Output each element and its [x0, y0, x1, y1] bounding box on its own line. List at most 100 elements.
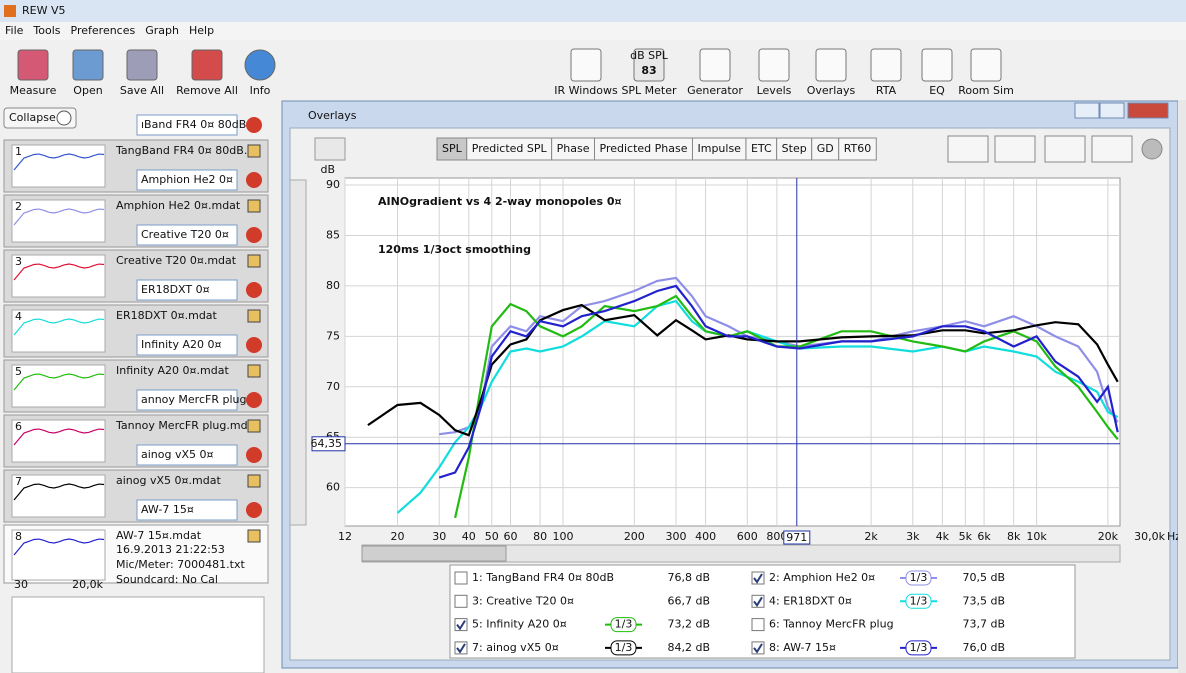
tab-label[interactable]: Step: [782, 142, 807, 155]
menu-item[interactable]: Tools: [32, 24, 60, 37]
tool-label[interactable]: Measure: [10, 84, 57, 97]
tab-label[interactable]: Phase: [557, 142, 590, 155]
tool-label[interactable]: Overlays: [807, 84, 856, 97]
legend-label[interactable]: 8: AW-7 15¤: [769, 641, 836, 654]
graph-control[interactable]: [994, 135, 1036, 163]
check-mark[interactable]: [753, 596, 763, 608]
menu-item[interactable]: Help: [189, 24, 214, 37]
delete-button[interactable]: [246, 282, 262, 298]
name-field[interactable]: [136, 279, 238, 301]
edit-button[interactable]: [247, 364, 261, 378]
edit-button[interactable]: [247, 474, 261, 488]
tool-label[interactable]: Room Sim: [958, 84, 1014, 97]
tool-icon[interactable]: [17, 49, 49, 81]
legend-label[interactable]: 2: Amphion He2 0¤: [769, 571, 875, 584]
tab-label[interactable]: ETC: [751, 142, 772, 155]
tab-label[interactable]: Predicted SPL: [472, 142, 548, 155]
tool-label[interactable]: Generator: [687, 84, 743, 97]
tool-icon[interactable]: [921, 48, 953, 82]
tool-icon[interactable]: [699, 48, 731, 82]
tool-icon[interactable]: [244, 49, 276, 81]
check-mark[interactable]: [456, 643, 466, 654]
checkbox[interactable]: [454, 594, 468, 608]
tool-icon[interactable]: [72, 49, 104, 81]
item-name[interactable]: AW-7 15¤: [141, 503, 194, 516]
legend-label[interactable]: 1: TangBand FR4 0¤ 80dB: [472, 571, 614, 584]
check-mark[interactable]: [456, 620, 466, 631]
legend-label[interactable]: 5: Infinity A20 0¤: [472, 618, 567, 631]
graph-control[interactable]: [947, 135, 989, 163]
tab[interactable]: [838, 137, 877, 161]
name-field[interactable]: [136, 169, 238, 191]
tool-icon[interactable]: [815, 48, 847, 82]
tool-icon[interactable]: [970, 48, 1002, 82]
tool-label[interactable]: Info: [250, 84, 271, 97]
delete-button[interactable]: [246, 337, 262, 353]
collapse-button[interactable]: [3, 107, 77, 129]
menu-item[interactable]: Preferences: [71, 24, 136, 37]
check-mark[interactable]: [753, 643, 763, 654]
window-button[interactable]: [1127, 102, 1169, 119]
legend-label[interactable]: 7: ainog vX5 0¤: [472, 641, 559, 654]
name-field[interactable]: [136, 224, 238, 246]
legend-label[interactable]: 6: Tannoy MercFR plug: [769, 618, 894, 631]
item-name[interactable]: annoy MercFR plug: [141, 393, 246, 406]
y-scrollbar[interactable]: [289, 179, 307, 526]
edit-button[interactable]: [247, 254, 261, 268]
item-name[interactable]: ainog vX5 0¤: [141, 448, 214, 461]
tab-label[interactable]: Impulse: [697, 142, 741, 155]
tool-icon[interactable]: [633, 48, 665, 82]
tab-label[interactable]: Predicted Phase: [600, 142, 688, 155]
item-name[interactable]: ıBand FR4 0¤ 80dB: [141, 118, 246, 131]
settings-button[interactable]: [1141, 138, 1163, 160]
tool-label[interactable]: EQ: [929, 84, 945, 97]
tool-icon[interactable]: [126, 49, 158, 81]
delete-button[interactable]: [246, 392, 262, 408]
checkbox[interactable]: [454, 571, 468, 585]
edit-button[interactable]: [247, 529, 261, 543]
item-name[interactable]: Infinity A20 0¤: [141, 338, 222, 351]
delete-button[interactable]: [246, 117, 262, 133]
tab-label[interactable]: RT60: [844, 142, 872, 155]
tool-icon[interactable]: [191, 49, 223, 81]
tool-label[interactable]: RTA: [876, 84, 897, 97]
legend-label[interactable]: 3: Creative T20 0¤: [472, 594, 574, 607]
item-name[interactable]: ER18DXT 0¤: [141, 283, 210, 296]
menu-item[interactable]: Graph: [145, 24, 179, 37]
tool-label[interactable]: Remove All: [176, 84, 238, 97]
name-field[interactable]: [136, 389, 238, 411]
window-button[interactable]: [1074, 102, 1100, 119]
tab-label[interactable]: SPL: [442, 142, 463, 155]
tab-label[interactable]: GD: [817, 142, 834, 155]
delete-button[interactable]: [246, 227, 262, 243]
x-scroll-thumb[interactable]: [361, 545, 507, 562]
name-field[interactable]: [136, 334, 238, 356]
tool-icon[interactable]: [570, 48, 602, 82]
edit-button[interactable]: [247, 419, 261, 433]
tool-icon[interactable]: [758, 48, 790, 82]
delete-button[interactable]: [246, 447, 262, 463]
graph-control[interactable]: [1091, 135, 1133, 163]
item-name[interactable]: Creative T20 0¤: [141, 228, 229, 241]
delete-button[interactable]: [246, 172, 262, 188]
check-mark[interactable]: [753, 573, 763, 584]
tool-label[interactable]: Open: [73, 84, 102, 97]
checkbox[interactable]: [751, 618, 765, 632]
tool-label[interactable]: Levels: [757, 84, 792, 97]
legend-label[interactable]: 4: ER18DXT 0¤: [769, 594, 852, 607]
tool-icon[interactable]: [870, 48, 902, 82]
edit-button[interactable]: [247, 309, 261, 323]
camera-button[interactable]: [314, 137, 346, 161]
edit-button[interactable]: [247, 144, 261, 158]
name-field[interactable]: [136, 499, 238, 521]
graph-control[interactable]: [1044, 135, 1086, 163]
menu-item[interactable]: File: [5, 24, 24, 37]
tool-label[interactable]: IR Windows: [554, 84, 618, 97]
item-name[interactable]: Amphion He2 0¤: [141, 173, 233, 186]
collapse-label[interactable]: Collapse: [9, 111, 56, 124]
name-field[interactable]: [136, 444, 238, 466]
tool-label[interactable]: SPL Meter: [621, 84, 677, 97]
delete-button[interactable]: [246, 502, 262, 518]
window-button[interactable]: [1099, 102, 1125, 119]
tool-label[interactable]: Save All: [120, 84, 164, 97]
